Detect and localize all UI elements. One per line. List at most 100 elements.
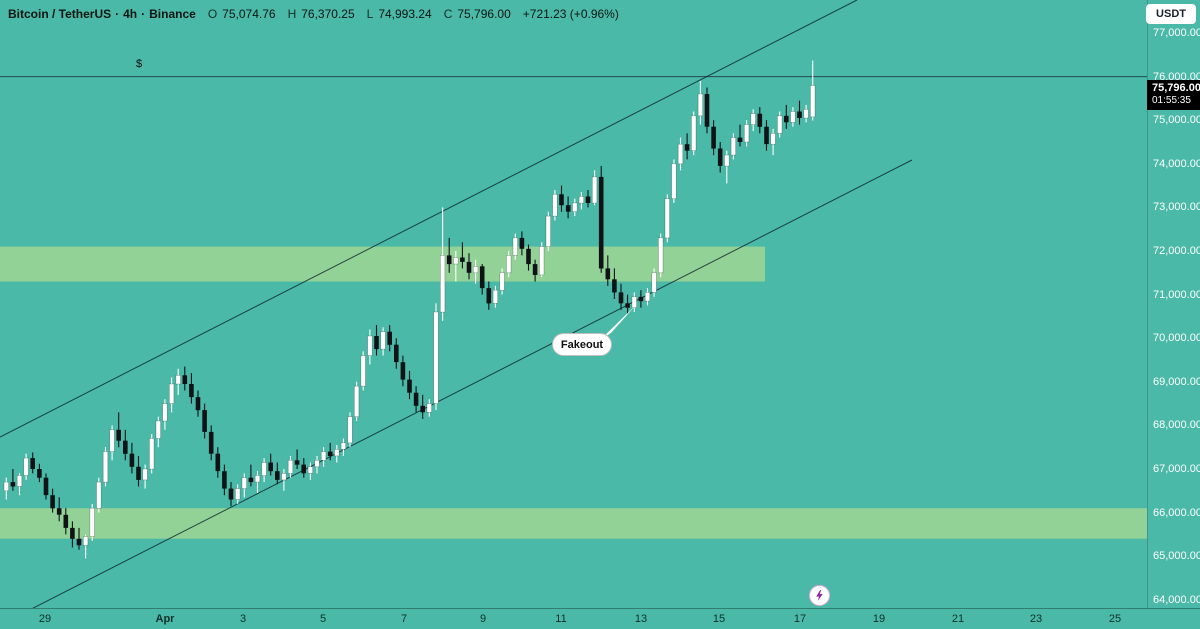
candle-up xyxy=(367,329,373,365)
candle-up xyxy=(810,60,816,121)
candle-up xyxy=(3,477,9,500)
candle-down xyxy=(116,412,121,448)
candle-down xyxy=(30,452,35,474)
time-axis-label: Apr xyxy=(155,613,175,625)
price-scale[interactable]: 77,000.00 76,000.00 75,000.00 74,000.00 73,0… xyxy=(1147,0,1200,608)
candle-down xyxy=(10,469,16,491)
candle-up xyxy=(499,268,505,295)
flash-icon[interactable] xyxy=(809,585,830,606)
trendline-lower[interactable] xyxy=(0,159,913,608)
time-axis-label: 7 xyxy=(400,613,408,625)
candle-down xyxy=(43,473,49,500)
candle-up xyxy=(162,399,168,430)
candle-down xyxy=(50,488,55,513)
candle-up xyxy=(578,192,584,210)
candle-down xyxy=(275,462,280,485)
time-axis-label: 9 xyxy=(479,613,487,625)
candle-down xyxy=(559,185,564,212)
close-value: 75,796.00 xyxy=(457,7,511,21)
time-axis-label: 3 xyxy=(239,613,247,625)
candle-down xyxy=(208,425,214,461)
time-axis-label: 13 xyxy=(634,613,648,625)
candle-up xyxy=(175,368,181,395)
candle-up xyxy=(109,425,115,461)
candle-up xyxy=(307,462,314,480)
candle-down xyxy=(460,242,465,269)
candle-up xyxy=(155,416,161,448)
candle-down xyxy=(737,124,743,147)
candle-down xyxy=(215,447,221,478)
time-axis-label: 5 xyxy=(319,613,327,625)
time-axis-label: 19 xyxy=(872,613,886,625)
highlight-zone[interactable] xyxy=(0,246,765,282)
low-value: 74,993.24 xyxy=(378,7,432,21)
interval-label[interactable]: 4h xyxy=(123,7,138,21)
candle-up xyxy=(539,242,545,278)
candle-up xyxy=(724,150,730,184)
price-axis-label: 77,000.00 xyxy=(1153,27,1200,39)
candle-down xyxy=(625,294,630,315)
candle-down xyxy=(618,283,624,310)
candle-up xyxy=(83,534,89,559)
candle-up xyxy=(23,453,29,480)
low-label: L xyxy=(366,7,374,21)
candle-down xyxy=(704,87,710,134)
candle-up xyxy=(102,447,109,487)
candle-down xyxy=(228,482,234,507)
candle-down xyxy=(486,281,492,310)
candle-down xyxy=(565,196,571,219)
candle-down xyxy=(37,463,42,483)
price-axis-label: 68,000.00 xyxy=(1153,419,1200,432)
trendline-upper[interactable] xyxy=(0,0,858,438)
candle-down xyxy=(797,100,802,125)
exchange-label: Binance xyxy=(149,7,196,21)
candle-down xyxy=(56,497,62,522)
price-axis-label: 67,000.00 xyxy=(1153,463,1200,475)
candle-down xyxy=(638,290,644,308)
symbol-name[interactable]: Bitcoin / TetherUS xyxy=(8,7,112,21)
candle-up xyxy=(691,111,697,156)
time-axis-label: 29 xyxy=(38,613,52,625)
lightning-bolt-icon xyxy=(816,590,823,601)
high-value: 76,370.25 xyxy=(301,7,355,21)
candle-up xyxy=(506,251,512,278)
time-axis-label: 23 xyxy=(1029,613,1043,625)
candle-up xyxy=(545,211,551,251)
candle-up xyxy=(149,434,155,474)
fakeout-pointer xyxy=(598,305,636,342)
candle-up xyxy=(453,251,459,282)
price-line-dollar-label[interactable]: $ xyxy=(136,58,143,70)
candle-up xyxy=(314,455,320,474)
symbol-header[interactable]: Bitcoin / TetherUS · 4h · Binance O 75,07… xyxy=(8,7,619,21)
candle-up xyxy=(287,455,294,478)
candle-up xyxy=(16,473,23,496)
fakeout-note[interactable]: Fakeout xyxy=(552,333,612,356)
candle-down xyxy=(757,107,763,134)
candle-up xyxy=(433,303,439,411)
candle-up xyxy=(235,484,241,504)
time-axis-label: 21 xyxy=(951,613,965,625)
candle-up xyxy=(750,109,756,132)
candle-down xyxy=(182,366,188,391)
chart-canvas[interactable] xyxy=(0,0,1147,608)
candle-up xyxy=(697,81,703,125)
candle-up xyxy=(261,458,267,483)
candle-down xyxy=(136,455,141,487)
candle-down xyxy=(612,268,617,299)
currency-toggle-button[interactable]: USDT xyxy=(1146,4,1196,24)
time-axis-label: 25 xyxy=(1108,613,1122,625)
candlestick-chart[interactable] xyxy=(0,0,1147,608)
price-axis-label: 74,000.00 xyxy=(1153,157,1200,170)
time-scale[interactable]: 29 Apr 3 5 7 9 11 13 15 17 19 21 23 25 xyxy=(0,608,1200,629)
highlight-zone[interactable] xyxy=(0,508,1147,539)
last-price-badge: 75,796.00 01:55:35 xyxy=(1147,79,1200,110)
candle-down xyxy=(764,120,769,151)
time-axis-label: 11 xyxy=(555,613,567,625)
candle-down xyxy=(327,442,333,461)
candle-down xyxy=(711,120,716,156)
candle-up xyxy=(142,464,148,489)
candle-up xyxy=(572,198,578,217)
price-axis-label: 70,000.00 xyxy=(1153,332,1200,345)
candle-down xyxy=(222,464,227,496)
candle-down xyxy=(466,253,472,280)
